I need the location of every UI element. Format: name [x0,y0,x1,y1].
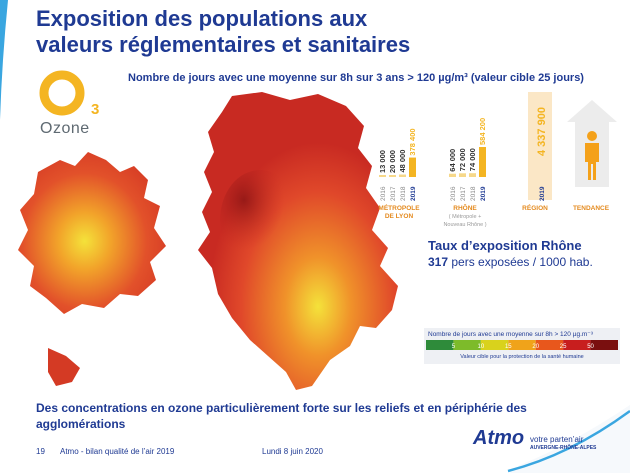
title-line-2: valeurs réglementaires et sanitaires [36,32,411,57]
group-label-region: RÉGION [522,205,548,212]
legend-swatch [426,340,454,350]
legend-tick-label: 50 [587,344,594,350]
bar-0-2018 [399,174,406,177]
map-legend: Nombre de jours avec une moyenne sur 8h … [424,328,620,364]
trend-person-body-icon [585,143,599,180]
brand-tagline: votre parten’air [530,435,584,444]
lyon-south-tip [48,348,80,386]
bar-0-2019 [409,157,416,177]
group-label-rhone: RHÔNE ( Métropole + Nouveau Rhône ) [443,205,487,228]
subtitle: Nombre de jours avec une moyenne sur 8h … [128,72,584,84]
bar-1-2016 [449,173,456,177]
trend-person-head-icon [587,131,597,141]
legend-tick-label: 25 [560,344,567,350]
corner-decoration [0,0,8,120]
footer-report: Atmo - bilan qualité de l’air 2019 [60,447,175,456]
rate-title: Taux d’exposition Rhône [428,238,582,253]
year-label-region: 2019 [539,186,546,201]
brand-logo: Atmo [473,427,525,449]
group-label-trend: TENDANCE [572,205,610,212]
legend-swatch [480,340,509,350]
bar-0-2016 [379,175,386,177]
data-label-0-2019: 378 400 [408,128,417,155]
legend-note: Valeur cible pour la protection de la sa… [460,354,584,360]
legend-swatch [453,340,481,350]
year-label-0-2017: 2017 [390,186,397,201]
title-line-1: Exposition des populations aux [36,6,368,31]
bar-0-2017 [389,175,396,177]
rate-unit: pers exposées / 1000 hab. [451,255,593,269]
legend-swatch [508,340,536,350]
legend-tick-label: 15 [505,344,512,350]
legend-tick-label: 20 [532,344,539,350]
legend-swatch [563,340,591,350]
year-label-1-2017: 2017 [460,186,467,201]
data-label-0-2017: 20 000 [388,150,397,173]
footer-date: Lundi 8 juin 2020 [262,447,323,456]
ozone-maps [18,92,398,390]
legend-swatch [590,340,618,350]
exposure-chart: 13 000 2016 20 000 2017 48 000 2018 378 400 201… [360,92,630,232]
data-label-0-2018: 48 000 [398,150,407,173]
data-label-1-2016: 64 000 [448,149,457,172]
year-label-0-2018: 2018 [400,186,407,201]
rhone-high-zone [220,170,300,270]
conclusion-text: Des concentrations en ozone particulière… [36,401,527,431]
ozone-logo-icon [39,70,85,116]
data-label-1-2018: 74 000 [468,148,477,171]
year-label-1-2019: 2019 [480,186,487,201]
group-label-metropole: MÉTROPOLE DE LYON [378,205,420,220]
region-band [528,92,552,200]
year-label-0-2016: 2016 [380,186,387,201]
metropole-lyon-map [18,152,166,314]
year-label-0-2019: 2019 [410,186,417,201]
data-label-1-2017: 72 000 [458,148,467,171]
data-label-0-2016: 13 000 [378,150,387,173]
rate-number: 317 [428,255,449,269]
year-label-1-2018: 2018 [470,186,477,201]
page-title: Exposition des populations aux valeurs r… [36,6,410,58]
bar-1-2018 [469,173,476,177]
rate-value: 317 pers exposées / 1000 hab. [428,255,593,269]
footer-page-number: 19 [36,447,45,456]
legend-tick-label: 5 [452,344,456,350]
legend-swatch [535,340,564,350]
brand-swoosh [507,405,630,473]
exposure-chart-svg: 13 000 2016 20 000 2017 48 000 2018 378 400 201… [378,92,617,201]
logo-label: Ozone [40,120,90,137]
rhone-map [198,92,398,390]
legend-tick-label: 10 [478,344,485,350]
bar-1-2017 [459,173,466,177]
data-label-region: 4 337 900 [536,107,548,156]
legend-scale: 5 10 15 20 25 50 [426,340,618,350]
logo-subscript: 3 [91,101,100,118]
year-label-1-2016: 2016 [450,186,457,201]
brand-region: AUVERGNE-RHÔNE-ALPES [530,445,597,451]
legend-title: Nombre de jours avec une moyenne sur 8h … [428,331,593,338]
data-label-1-2019: 584 200 [478,118,487,145]
bar-1-2019 [479,147,486,177]
